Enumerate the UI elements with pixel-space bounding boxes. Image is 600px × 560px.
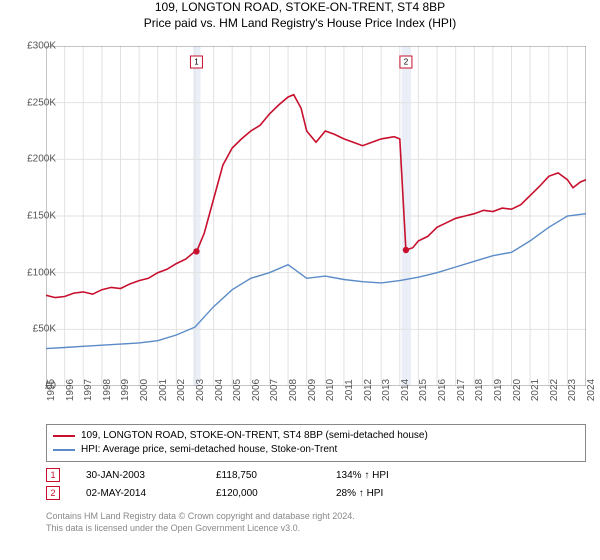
y-tick-label: £150K	[27, 211, 56, 222]
event-num-box: 1	[46, 468, 60, 482]
event-dot	[193, 248, 199, 254]
attribution-line: Contains HM Land Registry data © Crown c…	[46, 510, 355, 522]
x-tick-label: 1998	[102, 379, 113, 401]
x-tick-label: 2014	[400, 379, 411, 401]
event-date: 02-MAY-2014	[86, 488, 216, 499]
event-num-box: 2	[46, 486, 60, 500]
x-tick-label: 2023	[567, 379, 578, 401]
x-tick-label: 2019	[493, 379, 504, 401]
event-row: 1 30-JAN-2003£118,750134% ↑ HPI	[46, 466, 586, 484]
x-tick-label: 2015	[418, 379, 429, 401]
x-tick-label: 2017	[456, 379, 467, 401]
legend: 109, LONGTON ROAD, STOKE-ON-TRENT, ST4 8…	[46, 424, 586, 462]
x-tick-label: 2000	[139, 379, 150, 401]
x-tick-label: 2016	[437, 379, 448, 401]
x-tick-label: 2020	[512, 379, 523, 401]
attribution-line: This data is licensed under the Open Gov…	[46, 522, 355, 534]
chart-svg: 12	[46, 46, 586, 386]
y-tick-label: £50K	[33, 324, 56, 335]
event-dot	[403, 247, 409, 253]
series-line	[46, 95, 586, 298]
y-tick-label: £300K	[27, 41, 56, 52]
y-tick-label: £200K	[27, 154, 56, 165]
event-price: £118,750	[216, 470, 336, 481]
x-tick-label: 2001	[158, 379, 169, 401]
legend-swatch	[53, 449, 75, 451]
chart-area: 12	[46, 46, 586, 386]
event-price: £120,000	[216, 488, 336, 499]
legend-row: 109, LONGTON ROAD, STOKE-ON-TRENT, ST4 8…	[53, 429, 579, 443]
x-tick-label: 1996	[65, 379, 76, 401]
x-tick-label: 2022	[549, 379, 560, 401]
x-tick-label: 2018	[474, 379, 485, 401]
chart-subtitle: Price paid vs. HM Land Registry's House …	[0, 16, 600, 30]
x-tick-label: 2002	[176, 379, 187, 401]
event-date: 30-JAN-2003	[86, 470, 216, 481]
legend-swatch	[53, 435, 75, 437]
legend-label: HPI: Average price, semi-detached house,…	[81, 443, 337, 457]
x-tick-label: 2007	[269, 379, 280, 401]
legend-row: HPI: Average price, semi-detached house,…	[53, 443, 579, 457]
x-tick-label: 2013	[381, 379, 392, 401]
x-tick-label: 2008	[288, 379, 299, 401]
event-table: 1 30-JAN-2003£118,750134% ↑ HPI 2 02-MAY-20…	[46, 466, 586, 502]
chart-title: 109, LONGTON ROAD, STOKE-ON-TRENT, ST4 8…	[0, 0, 600, 14]
x-tick-label: 2024	[586, 379, 597, 401]
x-tick-label: 1995	[46, 379, 57, 401]
y-tick-label: £250K	[27, 97, 56, 108]
x-tick-label: 2003	[195, 379, 206, 401]
x-tick-label: 2021	[530, 379, 541, 401]
x-tick-label: 2006	[251, 379, 262, 401]
x-tick-label: 2011	[344, 379, 355, 401]
x-tick-label: 1999	[120, 379, 131, 401]
event-pct: 134% ↑ HPI	[336, 470, 389, 481]
x-tick-label: 2005	[232, 379, 243, 401]
event-label-num: 1	[194, 58, 199, 67]
legend-label: 109, LONGTON ROAD, STOKE-ON-TRENT, ST4 8…	[81, 429, 428, 443]
event-row: 2 02-MAY-2014£120,00028% ↑ HPI	[46, 484, 586, 502]
attribution: Contains HM Land Registry data © Crown c…	[46, 510, 355, 534]
series-line	[46, 214, 586, 349]
x-tick-label: 2010	[325, 379, 336, 401]
event-pct: 28% ↑ HPI	[336, 488, 383, 499]
x-tick-label: 2009	[307, 379, 318, 401]
figure: 109, LONGTON ROAD, STOKE-ON-TRENT, ST4 8…	[0, 0, 600, 560]
x-tick-label: 1997	[83, 379, 94, 401]
x-tick-label: 2012	[363, 379, 374, 401]
event-label-num: 2	[404, 58, 409, 67]
x-tick-label: 2004	[214, 379, 225, 401]
y-tick-label: £100K	[27, 267, 56, 278]
